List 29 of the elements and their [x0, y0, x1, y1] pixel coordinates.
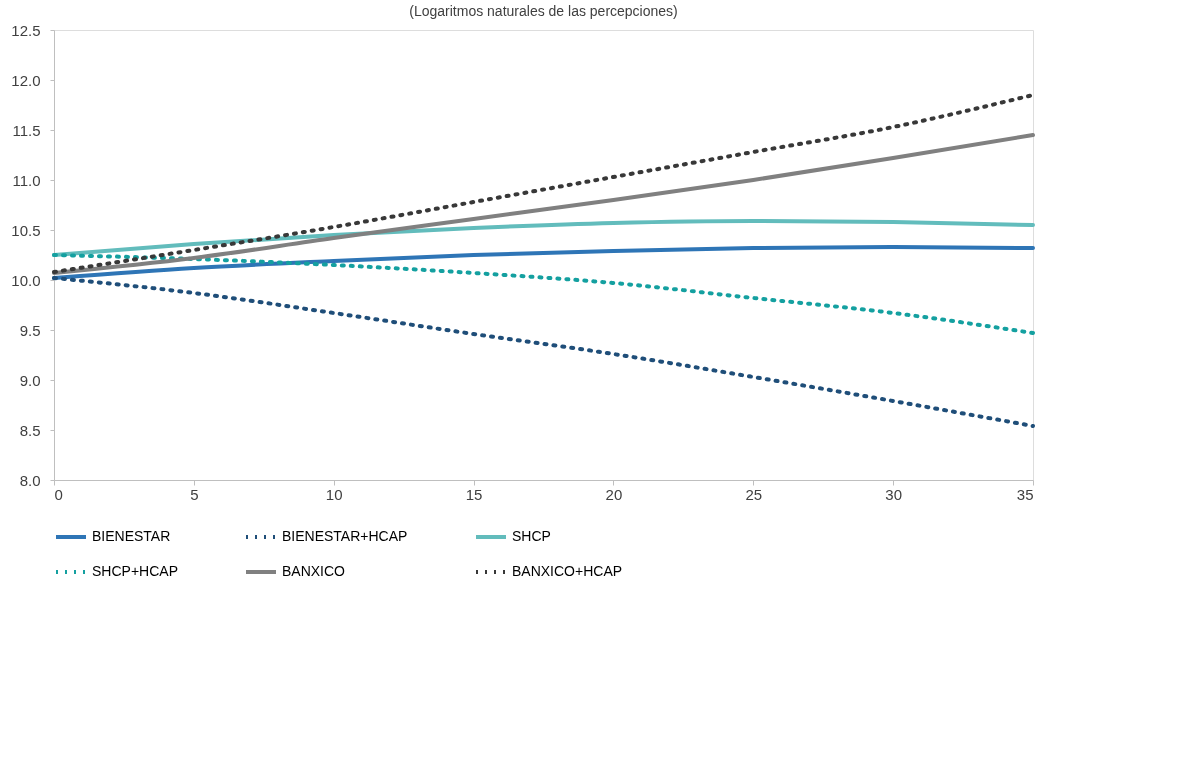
- chart-subtitle: (Logaritmos naturales de las percepciones): [409, 3, 678, 19]
- legend-label: SHCP+HCAP: [92, 563, 178, 579]
- line-series: [52, 253, 1035, 335]
- y-tick-label: 11.5: [12, 121, 41, 139]
- x-tick-label: 15: [465, 485, 483, 503]
- y-tick-label: 12.0: [11, 71, 41, 89]
- legend-label: BANXICO+HCAP: [512, 563, 623, 579]
- legend-label: BANXICO: [282, 563, 346, 579]
- y-tick-label: 8.0: [19, 471, 41, 489]
- x-tick-label: 30: [885, 485, 902, 503]
- y-tick-label: 9.5: [19, 321, 41, 339]
- legend-label: BIENESTAR+HCAP: [282, 528, 408, 544]
- y-tick-label: 9.0: [19, 371, 41, 389]
- y-tick-label: 10.5: [11, 221, 41, 239]
- y-tick-label: 11.0: [12, 171, 41, 189]
- y-tick-label: 12.5: [11, 21, 41, 39]
- x-tick-label: 35: [1016, 485, 1034, 503]
- y-tick-label: 8.5: [19, 421, 41, 439]
- x-tick-label: 20: [605, 485, 623, 503]
- line-series: [52, 93, 1035, 274]
- line-series: [52, 276, 1035, 428]
- x-tick-label: 5: [190, 485, 199, 503]
- y-tick-label: 10.0: [11, 271, 41, 289]
- x-tick-label: 10: [325, 485, 343, 503]
- legend-label: SHCP: [512, 528, 551, 544]
- x-tick-label: 25: [745, 485, 763, 503]
- line-series: [52, 133, 1035, 275]
- legend-label: BIENESTAR: [92, 528, 171, 544]
- x-tick-label: 0: [54, 485, 63, 503]
